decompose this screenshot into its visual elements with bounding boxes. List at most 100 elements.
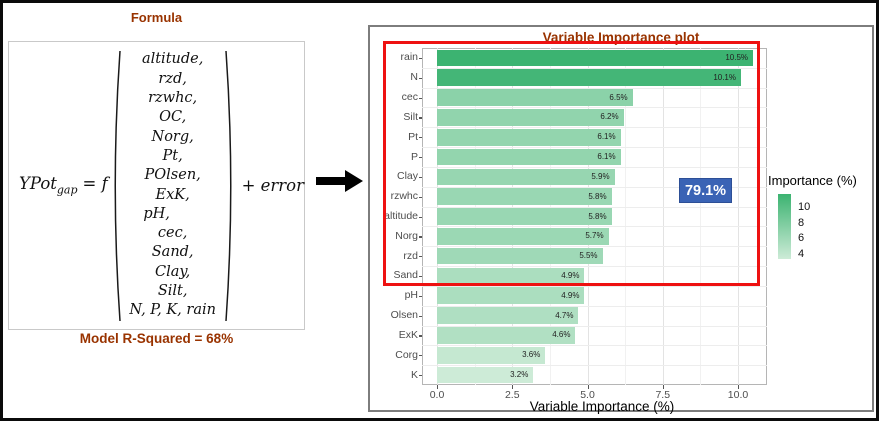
highlight-box — [383, 41, 760, 286]
y-axis-tick — [418, 196, 422, 198]
gridline-horizontal — [422, 266, 767, 268]
lhs-subscript: gap — [56, 183, 78, 197]
gridline-horizontal — [422, 226, 767, 228]
bar — [437, 346, 546, 364]
bar-value-label: 4.9% — [561, 290, 580, 300]
y-axis-label: ExK — [398, 328, 418, 341]
y-axis-label: rzd — [403, 249, 418, 262]
bar-value-label: 3.2% — [510, 370, 529, 380]
formula-variable: rzwhc, — [148, 90, 198, 107]
formula-variable: POlsen, — [144, 167, 201, 184]
y-axis-label: K — [410, 368, 418, 381]
gridline-minor — [625, 48, 627, 385]
y-axis-tick — [418, 315, 422, 317]
y-axis-label: cec — [401, 91, 418, 104]
bar-value-label: 5.9% — [591, 171, 610, 181]
equals-operator: = f — [82, 174, 108, 194]
gridline-horizontal — [422, 127, 767, 129]
x-axis-tick — [437, 385, 439, 389]
legend-title: Importance (%) — [768, 173, 857, 188]
gridline-horizontal — [422, 246, 767, 248]
chart-panel: Variable Importance plot 10.5% 10.1% 6.5% 6… — [368, 25, 874, 414]
bar — [437, 228, 609, 245]
y-axis-tick — [418, 77, 422, 79]
right-arrow-icon — [316, 168, 364, 194]
bar-value-label: 6.1% — [597, 152, 616, 162]
y-axis-tick — [418, 216, 422, 218]
gridline-horizontal — [422, 206, 767, 208]
formula-variable: Clay, — [155, 263, 191, 280]
x-axis-tick-label: 0.0 — [429, 389, 445, 401]
y-axis-tick — [418, 117, 422, 119]
y-axis-label: Norg — [395, 229, 418, 242]
bar — [437, 89, 633, 106]
x-axis-tick — [587, 385, 589, 389]
bar — [437, 307, 579, 324]
bar-value-label: 5.8% — [588, 211, 607, 221]
y-axis-label: Pt — [408, 130, 418, 143]
y-axis-tick — [418, 335, 422, 337]
gridline-minor — [700, 48, 702, 385]
y-axis-tick — [418, 275, 422, 278]
gridline-horizontal — [422, 87, 767, 89]
x-axis-tick-label: 2.5 — [504, 389, 520, 401]
y-axis-label: Clay — [396, 170, 418, 183]
formula-variable: N, P, K, rain — [129, 302, 216, 319]
y-axis-tick — [418, 355, 422, 357]
error-term: + error — [241, 176, 304, 195]
left-parenthesis-icon — [109, 49, 122, 323]
y-axis-tick — [418, 157, 422, 159]
gridline-horizontal — [422, 67, 767, 69]
formula-variable: altitude, — [141, 51, 204, 68]
bar — [437, 247, 603, 265]
bar — [437, 366, 534, 384]
formula-variable: Pt, — [162, 147, 183, 164]
legend-tick-label: 4 — [798, 248, 805, 261]
cumulative-importance-badge: 79.1% — [679, 178, 732, 203]
x-axis-tick — [662, 385, 664, 389]
y-axis-tick — [418, 57, 422, 60]
x-axis-tick — [512, 385, 514, 389]
bar-value-label: 4.6% — [552, 330, 571, 340]
bar — [437, 69, 741, 87]
formula-variable: Sand, — [151, 244, 194, 261]
y-axis-tick — [418, 236, 422, 238]
formula-title: Formula — [130, 10, 183, 25]
bar — [437, 208, 612, 225]
formula-variable: rzd, — [158, 70, 187, 87]
bar-value-label: 5.7% — [585, 231, 604, 241]
formula-variable: Norg, — [151, 128, 194, 145]
y-axis-tick — [418, 295, 422, 297]
y-axis-label: P — [410, 150, 418, 163]
legend-gradient-bar — [778, 194, 791, 259]
formula-variable: Silt, — [157, 282, 188, 299]
bar — [437, 267, 585, 285]
y-axis-label: Silt — [403, 110, 418, 123]
y-axis-label: rzwhc — [390, 190, 418, 203]
chart-inner: Variable Importance plot 10.5% 10.1% 6.5% 6… — [370, 27, 874, 414]
y-axis-tick — [418, 375, 422, 377]
bar — [437, 49, 754, 67]
right-parenthesis-icon — [224, 49, 237, 323]
gridline-horizontal — [422, 107, 767, 109]
x-axis-tick — [738, 385, 740, 389]
gridline-horizontal — [422, 166, 767, 168]
x-axis-title: Variable Importance (%) — [529, 399, 675, 414]
formula-variable: cec, — [157, 225, 188, 242]
bar-value-label: 6.1% — [597, 132, 616, 142]
bar-value-label: 5.8% — [588, 191, 607, 201]
gridline-major — [662, 48, 664, 385]
r-squared-note: Model R-Squared = 68% — [79, 331, 234, 346]
legend: Importance (%) 10 8 6 4 — [768, 173, 874, 260]
gridline-horizontal — [422, 147, 767, 149]
formula-variable: ExK, — [155, 186, 190, 203]
y-axis-label: Olsen — [390, 309, 418, 322]
formula-variable: pH, — [143, 205, 170, 222]
y-axis-label: N — [410, 71, 418, 84]
gridline-horizontal — [422, 285, 767, 287]
legend-tick-label: 10 — [798, 201, 811, 213]
y-axis-label: Corg — [395, 348, 418, 361]
y-axis-tick — [418, 256, 422, 258]
y-axis-label: altitude — [384, 210, 418, 222]
